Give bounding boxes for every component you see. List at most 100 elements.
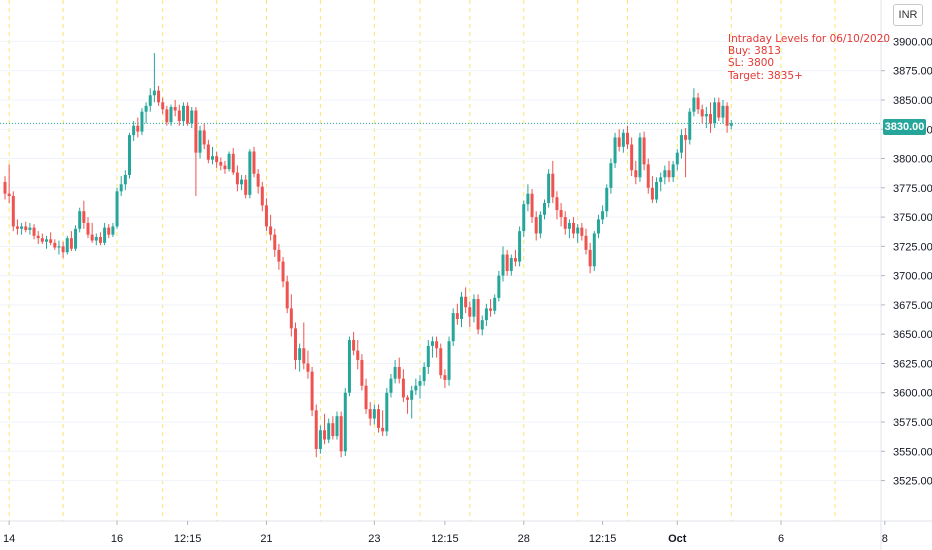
currency-badge[interactable]: INR	[893, 4, 923, 26]
candle	[451, 308, 455, 346]
candle	[53, 239, 57, 250]
y-tick-label: 3900.00	[893, 36, 932, 48]
candle	[281, 256, 285, 288]
candle-body	[15, 226, 19, 229]
annotation-title: Intraday Levels for 06/10/2020	[728, 33, 891, 45]
candle	[455, 303, 459, 325]
annotation-stop-loss: SL: 3800	[728, 57, 775, 70]
candle-body	[642, 137, 646, 165]
candle-body	[472, 299, 476, 317]
y-tick-label: 3625.00	[893, 358, 932, 370]
candle-body	[451, 313, 455, 342]
candle-body	[418, 381, 422, 386]
candle-body	[592, 233, 596, 267]
candle-body	[177, 110, 181, 122]
candle	[235, 165, 239, 192]
candle	[103, 222, 107, 246]
candle-body	[107, 227, 111, 235]
candle-body	[306, 363, 310, 372]
candle-body	[513, 258, 517, 262]
candle	[57, 240, 61, 255]
candle	[123, 170, 127, 191]
candle	[410, 385, 414, 419]
candle-body	[186, 105, 190, 124]
candle-body	[559, 210, 563, 218]
candle-body	[455, 313, 459, 319]
candle	[605, 184, 609, 218]
candle-body	[323, 430, 327, 440]
candle	[613, 132, 617, 168]
x-axis[interactable]: 14 16 12:15 21 23 12:15 28 12:15 Oct 6 8	[3, 521, 888, 545]
candle-body	[302, 348, 306, 364]
candle	[709, 102, 712, 133]
candle	[721, 99, 725, 124]
candle-body	[352, 340, 356, 351]
candle-body	[90, 234, 94, 241]
candle-body	[269, 226, 273, 235]
x-tick-label: 12:15	[589, 533, 617, 545]
candle	[646, 158, 650, 194]
candle-body	[211, 156, 214, 160]
y-tick-label: 3575.00	[893, 417, 932, 429]
candle-body	[202, 130, 206, 145]
candle	[198, 125, 202, 159]
y-axis[interactable]: 3525.00 3550.00 3575.00 3600.00 3625.00 3650.…	[881, 7, 932, 488]
y-tick-label: 3550.00	[893, 446, 932, 458]
candle-body	[368, 409, 372, 419]
candle-body	[406, 397, 410, 400]
candle	[418, 375, 422, 399]
candle-body	[74, 228, 78, 249]
annotation-target: Target: 3835+	[728, 69, 803, 82]
candle	[617, 129, 621, 152]
candle-body	[132, 125, 136, 136]
candle	[655, 177, 659, 204]
candle	[472, 294, 476, 323]
x-tick-label: 28	[518, 533, 530, 545]
candle-body	[464, 296, 468, 308]
candle-body	[298, 348, 302, 360]
candle-body	[501, 254, 505, 276]
candle	[509, 254, 513, 276]
candle	[269, 214, 273, 241]
candle	[572, 217, 576, 239]
candle	[256, 169, 260, 194]
candle	[526, 184, 530, 212]
candle-body	[447, 341, 451, 380]
candle-body	[310, 371, 314, 411]
candle	[323, 413, 327, 445]
candle-body	[393, 366, 397, 379]
candle	[157, 85, 161, 106]
x-tick-label: 12:15	[174, 533, 202, 545]
y-tick-label: 3725.00	[893, 241, 932, 253]
candle-body	[484, 308, 488, 321]
candle-body	[385, 392, 389, 432]
candle	[688, 108, 692, 145]
x-tick-label: 6	[778, 533, 784, 545]
candle-body	[219, 162, 223, 166]
candle-body	[206, 144, 210, 160]
candle-body	[32, 227, 36, 236]
candle-body	[53, 242, 57, 248]
candle	[15, 219, 19, 235]
candle	[339, 411, 343, 458]
y-tick-label: 3875.00	[893, 66, 932, 78]
candle	[414, 378, 418, 396]
candle-body	[61, 246, 65, 253]
x-tick-label: 14	[3, 533, 15, 545]
candle-body	[547, 173, 551, 204]
candle-body	[389, 378, 393, 393]
candle-body	[435, 341, 439, 349]
candle-body	[115, 191, 119, 227]
candle-body	[7, 193, 11, 197]
candle-body	[650, 187, 654, 200]
candle-body	[688, 111, 692, 140]
candle-body	[331, 423, 335, 437]
candle	[36, 231, 40, 245]
candle-body	[601, 211, 605, 220]
candle	[700, 104, 704, 124]
candle	[381, 410, 385, 437]
candle-body	[580, 227, 584, 236]
candle-body	[57, 246, 61, 248]
candle	[422, 362, 426, 386]
